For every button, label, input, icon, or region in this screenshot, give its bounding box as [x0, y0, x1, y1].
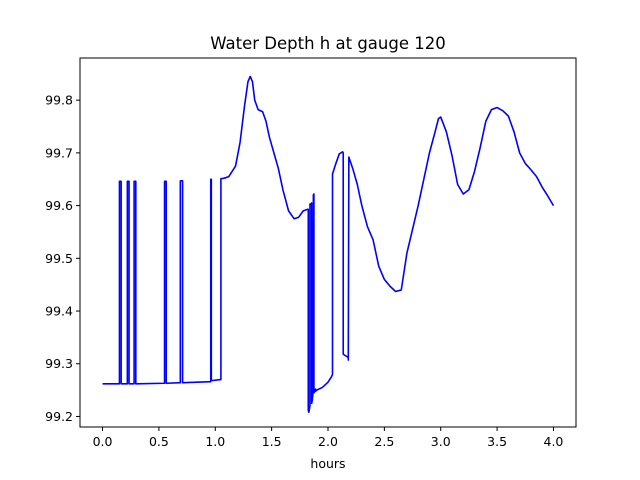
y-tick-label: 99.8 [45, 93, 73, 108]
y-axis: 99.2 99.3 99.4 99.5 99.6 99.7 99.8 [45, 93, 80, 424]
y-tick-label: 99.3 [45, 356, 73, 371]
x-tick-label: 2.0 [318, 434, 338, 449]
x-tick-label: 1.5 [262, 434, 282, 449]
x-tick-label: 3.5 [487, 434, 507, 449]
x-axis: 0.0 0.5 1.0 1.5 2.0 2.5 3.0 3.5 4.0 [93, 427, 564, 449]
y-tick-label: 99.5 [45, 251, 73, 266]
x-tick-label: 2.5 [374, 434, 394, 449]
chart-title: Water Depth h at gauge 120 [210, 34, 445, 53]
x-tick-label: 4.0 [544, 434, 564, 449]
y-tick-label: 99.2 [45, 409, 73, 424]
y-tick-label: 99.7 [45, 145, 73, 160]
x-axis-label: hours [310, 456, 345, 471]
plot-frame [79, 57, 577, 428]
y-tick-label: 99.6 [45, 198, 73, 213]
x-tick-label: 0.0 [93, 434, 113, 449]
series-line-0 [102, 75, 555, 414]
x-tick-label: 3.0 [431, 434, 451, 449]
x-tick-label: 1.0 [205, 434, 225, 449]
plot-area [102, 75, 555, 414]
x-tick-label: 0.5 [149, 434, 169, 449]
y-tick-label: 99.4 [45, 304, 73, 319]
